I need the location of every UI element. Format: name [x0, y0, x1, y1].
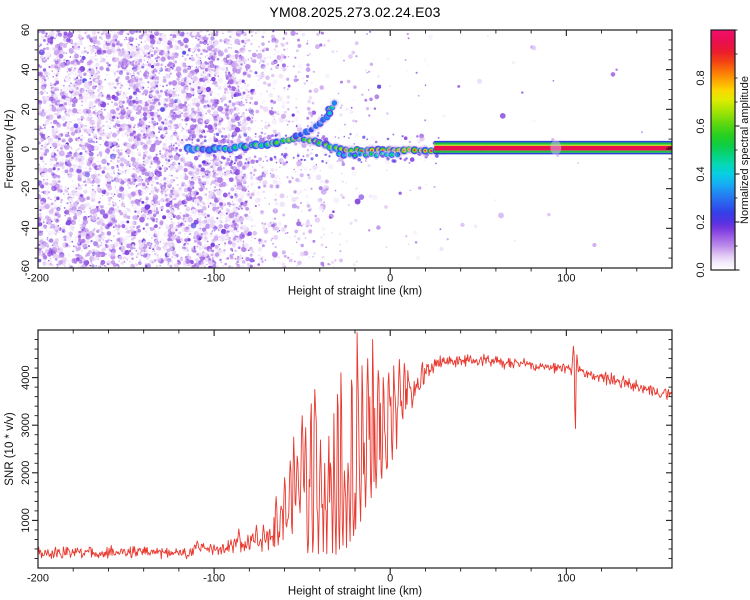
tick-label: 0.8 — [695, 70, 707, 85]
tick-label: 4000 — [20, 365, 32, 389]
tick-label: -40 — [20, 220, 32, 236]
tick-label: 1000 — [20, 508, 32, 532]
tick-label: 3000 — [20, 413, 32, 437]
meteor-head-echo-trail — [182, 98, 442, 165]
tick-label: 2000 — [20, 461, 32, 485]
snr-trace — [38, 332, 672, 560]
tick-label: 40 — [20, 64, 32, 76]
spectrogram-y-axis-title: Frequency (Hz) — [4, 109, 16, 188]
spectrogram-axes: -200 -100 0 100 60 40 20 0 -20 -40 -60 — [20, 24, 673, 285]
tick-label: 20 — [20, 103, 32, 115]
tick-label: -200 — [27, 273, 49, 285]
tick-label: -60 — [20, 260, 32, 276]
tick-label: 0 — [387, 573, 393, 585]
tick-label: 0 — [387, 273, 393, 285]
tick-label: 100 — [557, 573, 575, 585]
figure-title: YM08.2025.273.02.24.E03 — [269, 4, 441, 20]
snr-line — [38, 332, 672, 560]
tick-label: -20 — [20, 181, 32, 197]
colorbar: 0.0 0.2 0.4 0.6 0.8 — [695, 29, 740, 278]
colorbar-gradient — [710, 29, 736, 271]
tick-label: 0.2 — [695, 214, 707, 229]
tick-label: 100 — [557, 273, 575, 285]
tick-label: 0.0 — [695, 262, 707, 277]
tick-label: 60 — [20, 24, 32, 36]
tick-label: -100 — [203, 273, 225, 285]
spectrogram-noise-layer — [38, 30, 644, 268]
tick-label: 0 — [20, 146, 32, 152]
tick-label: -200 — [27, 573, 49, 585]
colorbar-title: Normalized spectral amplitude — [739, 76, 750, 224]
continuous-echo-stripe — [434, 138, 672, 158]
tick-label: 0.4 — [695, 166, 707, 181]
snr-x-axis-title: Height of straight line (km) — [288, 586, 422, 598]
snr-axes: -200 -100 0 100 1000 2000 3000 4000 — [20, 329, 673, 585]
snr-y-axis-title: SNR (10 * v/v) — [4, 412, 16, 486]
tick-label: 0.6 — [695, 118, 707, 133]
spectrogram-x-axis-title: Height of straight line (km) — [288, 286, 422, 298]
tick-label: -100 — [203, 573, 225, 585]
